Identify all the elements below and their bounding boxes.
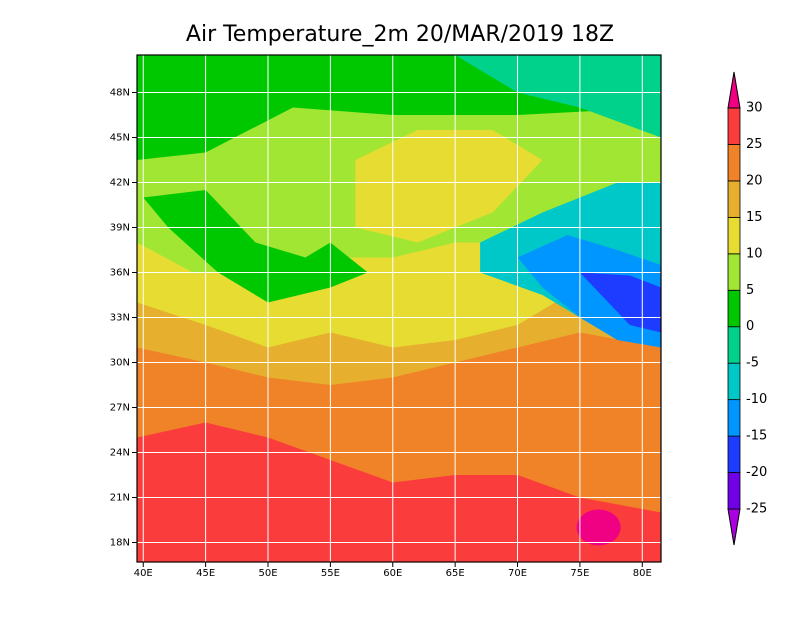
x-tick-label: 70E <box>508 568 527 579</box>
colorbar-band <box>727 180 741 218</box>
colorbar-label: -25 <box>746 502 767 517</box>
temperature-region <box>576 509 621 546</box>
colorbar-label: 25 <box>746 137 763 152</box>
y-tick-label: 36N <box>110 268 130 279</box>
y-tick-label: 24N <box>110 448 130 459</box>
colorbar-band <box>727 107 741 145</box>
colorbar-band <box>727 435 741 473</box>
y-tick-label: 21N <box>110 493 130 504</box>
colorbar-band <box>727 216 741 255</box>
x-tick-label: 75E <box>570 568 589 579</box>
temperature-field <box>137 55 661 562</box>
colorbar-band <box>727 289 741 328</box>
colorbar-label: 15 <box>746 210 763 225</box>
colorbar-label: -5 <box>746 356 759 371</box>
colorbar-label: 10 <box>746 246 763 261</box>
temperature-region <box>143 190 368 303</box>
colorbar-label: 0 <box>746 319 754 334</box>
map-frame <box>136 54 662 563</box>
colorbar-band <box>727 326 741 364</box>
colorbar-extend-low <box>727 508 741 546</box>
y-tick-label: 48N <box>110 88 130 99</box>
x-tick-label: 55E <box>321 568 340 579</box>
x-tick-label: 80E <box>633 568 652 579</box>
temperature-region <box>355 130 543 243</box>
colorbar-band <box>727 472 741 510</box>
colorbar-label: 20 <box>746 173 763 188</box>
colorbar-label: 5 <box>746 283 754 298</box>
temperature-region <box>455 55 661 138</box>
y-tick-label: 27N <box>110 403 130 414</box>
y-tick-label: 42N <box>110 178 130 189</box>
colorbar-label: 30 <box>746 101 763 116</box>
title: Air Temperature_2m 20/MAR/2019 18Z <box>186 22 614 47</box>
x-tick-label: 40E <box>134 568 153 579</box>
y-tick-label: 30N <box>110 358 130 369</box>
colorbar-band <box>727 399 741 437</box>
colorbar: -25 -20 -15 -10 -5 0 5 10 15 20 25 30 <box>727 71 767 546</box>
x-tick-label: 60E <box>383 568 402 579</box>
colorbar-label: -10 <box>746 392 767 407</box>
colorbar-band <box>727 362 741 401</box>
x-tick-label: 65E <box>446 568 465 579</box>
y-tick-label: 18N <box>110 538 130 549</box>
x-tick-label: 50E <box>258 568 277 579</box>
colorbar-band <box>727 253 741 291</box>
x-tick-label: 45E <box>196 568 215 579</box>
y-tick-label: 39N <box>110 223 130 234</box>
colorbar-band <box>727 144 741 182</box>
axes: 40E 45E 50E 55E 60E 65E 70E 75E 80E 18N 21N 24N 27N 3… <box>110 55 661 579</box>
y-tick-label: 45N <box>110 133 130 144</box>
colorbar-label: -20 <box>746 465 767 480</box>
colorbar-extend-high <box>727 71 741 109</box>
colorbar-label: -15 <box>746 429 767 444</box>
y-tick-label: 33N <box>110 313 130 324</box>
